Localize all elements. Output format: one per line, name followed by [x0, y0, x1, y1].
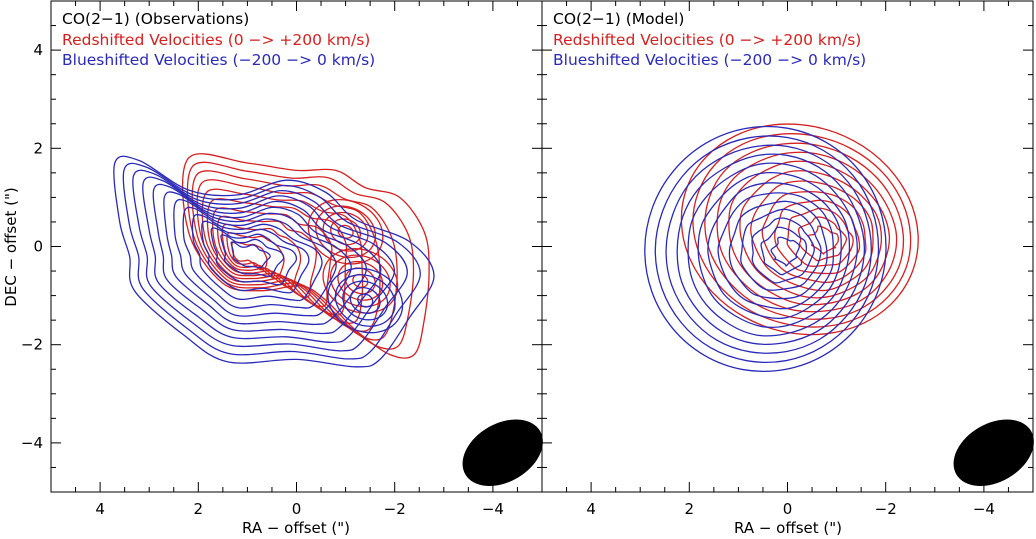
contour-redshifted-peak-observations: [307, 198, 384, 265]
contours-model: [644, 123, 919, 372]
contour-blueshifted-model: [644, 125, 887, 372]
x-tick-label: 2: [194, 500, 204, 518]
contour-redshifted-observations: [221, 223, 302, 289]
x-tick-label: 0: [783, 500, 793, 518]
y-tick-label: 2: [33, 139, 43, 157]
contour-blueshifted-observations: [142, 176, 396, 344]
panel-model: 4 2 0 −2 −4 CO(2−1) (Model) Redshifted Veloc…: [541, 0, 1034, 518]
contour-redshifted-model: [680, 123, 919, 336]
y-tick-label: 0: [33, 238, 43, 256]
x-axis-title-observations: RA − offset ("): [242, 519, 350, 537]
contour-blueshifted-observations: [191, 213, 323, 302]
ticks-model: 4 2 0 −2 −4: [542, 1, 1033, 518]
y-tick-label: −2: [21, 336, 43, 354]
contour-blueshifted-model: [770, 236, 801, 267]
contour-blueshifted-observations: [230, 241, 271, 269]
x-tick-label: −2: [384, 500, 406, 518]
x-tick-label: 2: [685, 500, 695, 518]
x-tick-label: −4: [482, 500, 504, 518]
contour-blueshifted-observations: [220, 234, 285, 277]
x-tick-label: 4: [95, 500, 105, 518]
y-tick-label: 4: [33, 41, 43, 59]
contour-redshifted-model: [808, 225, 840, 255]
contour-blueshifted-peak-observations: [342, 280, 389, 321]
contour-redshifted-model: [761, 190, 867, 284]
contour-redshifted-observations: [186, 161, 415, 350]
contour-blueshifted-model: [760, 226, 807, 276]
y-tick-label: −4: [21, 434, 43, 452]
x-axis-title-model: RA − offset ("): [734, 519, 842, 537]
contours-observations: [113, 153, 435, 368]
contour-blueshifted-observations: [173, 199, 352, 317]
x-tick-label: −4: [973, 500, 995, 518]
panel-observations: 4 2 0 −2 −4 4 2 0 −2 −4 CO(2−1) (Observations) Re…: [21, 0, 543, 518]
legend-blue-observations: Blueshifted Velocities (−200 −> 0 km/s): [62, 51, 375, 69]
contour-blueshifted-peak-observations: [357, 293, 374, 308]
contour-blueshifted-observations: [182, 206, 337, 309]
contour-blueshifted-model: [665, 144, 872, 354]
contour-blueshifted-model: [654, 135, 880, 363]
x-tick-label: −2: [875, 500, 897, 518]
contour-redshifted-model: [739, 170, 883, 299]
ticks-observations: 4 2 0 −2 −4 4 2 0 −2 −4: [21, 1, 542, 518]
contour-blueshifted-peak-observations: [334, 274, 396, 327]
x-tick-label: 0: [292, 500, 302, 518]
contour-blueshifted-observations: [210, 227, 298, 286]
contour-redshifted-observations: [181, 153, 430, 359]
contour-blueshifted-observations: [152, 183, 382, 335]
x-tick-label: 4: [586, 500, 596, 518]
y-axis-title: DEC − offset ("): [2, 187, 20, 306]
legend-red-model: Redshifted Velocities (0 −> +200 km/s): [553, 31, 861, 49]
panel-title-observations: CO(2−1) (Observations): [62, 10, 249, 28]
contour-blueshifted-model: [751, 217, 815, 284]
panel-title-model: CO(2−1) (Model): [553, 10, 684, 28]
contour-redshifted-peak-observations: [337, 224, 354, 239]
contour-redshifted-model: [797, 216, 848, 262]
contour-blueshifted-model: [717, 192, 835, 310]
contour-blueshifted-observations: [122, 162, 421, 360]
contour-blueshifted-model: [697, 172, 851, 329]
legend-red-observations: Redshifted Velocities (0 −> +200 km/s): [62, 31, 370, 49]
legend-blue-model: Blueshifted Velocities (−200 −> 0 km/s): [553, 51, 866, 69]
beam-ellipse-observations: [462, 419, 543, 486]
contour-blueshifted-peak-observations: [349, 287, 381, 314]
contour-blueshifted-model: [728, 200, 828, 300]
beam-ellipse-model: [953, 419, 1034, 486]
contour-blueshifted-model: [676, 153, 866, 345]
contour-blueshifted-model: [740, 208, 822, 291]
contour-blueshifted-observations: [201, 220, 310, 294]
contour-blueshifted-observations: [113, 155, 435, 368]
contour-blueshifted-model: [687, 162, 858, 337]
contour-redshifted-model: [704, 142, 905, 320]
contour-redshifted-model: [692, 133, 912, 328]
contour-redshifted-observations: [211, 207, 333, 308]
contour-blueshifted-observations: [132, 169, 408, 352]
contour-blueshifted-peak-observations: [327, 267, 404, 334]
plot-frame-model: [541, 0, 1034, 493]
contour-redshifted-observations: [226, 232, 285, 280]
contour-blueshifted-model: [707, 182, 842, 320]
